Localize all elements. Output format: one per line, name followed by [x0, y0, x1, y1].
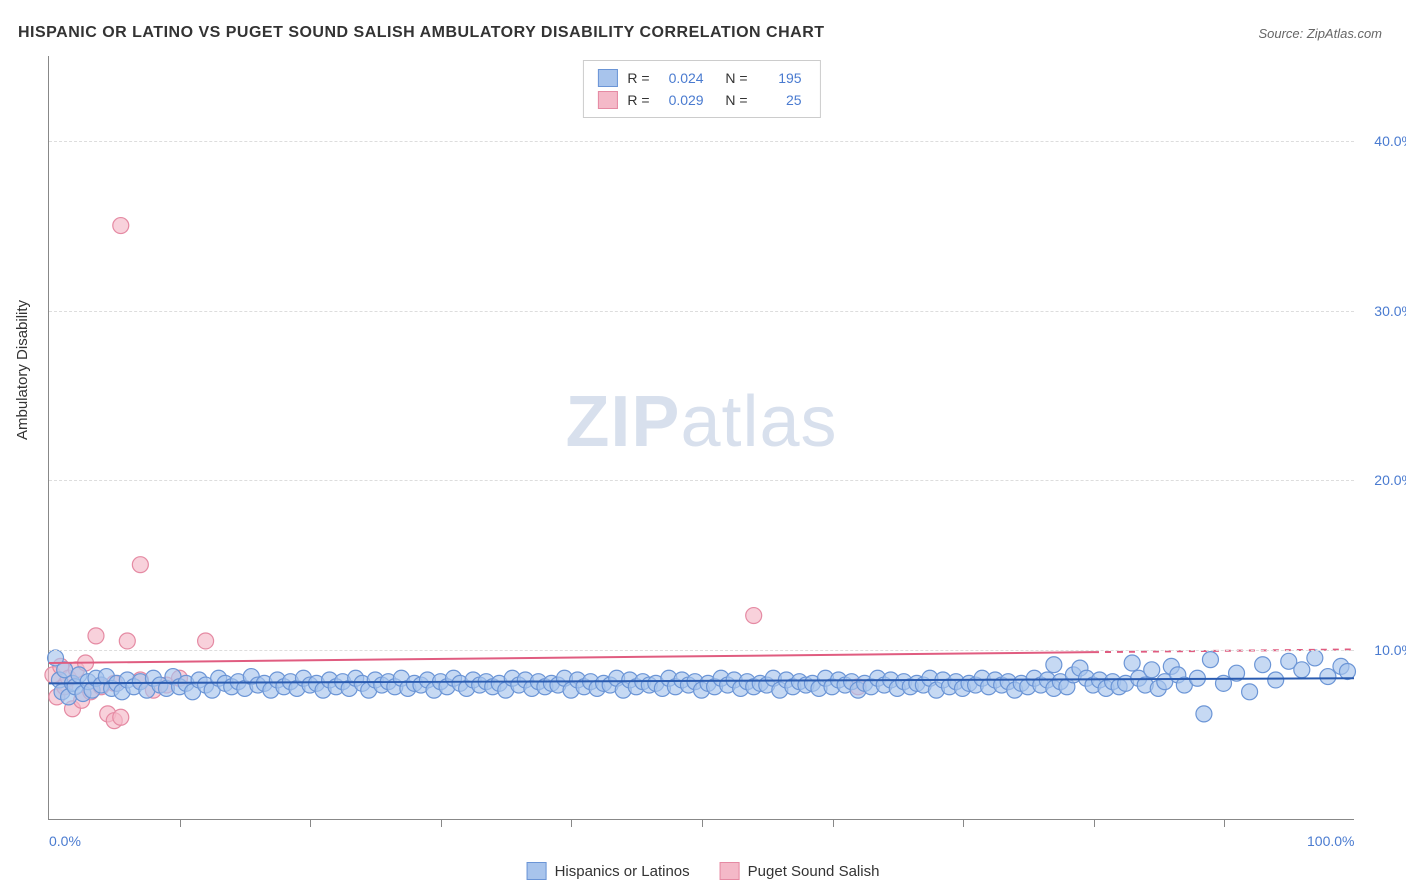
y-tick-label: 40.0%: [1374, 133, 1406, 149]
data-point: [1202, 652, 1218, 668]
source-attribution: Source: ZipAtlas.com: [1258, 26, 1382, 41]
gridline: [49, 141, 1354, 142]
data-point: [1339, 663, 1355, 679]
legend-swatch: [597, 69, 617, 87]
legend-n-label: N =: [718, 67, 748, 89]
data-point: [1294, 662, 1310, 678]
y-tick-label: 10.0%: [1374, 642, 1406, 658]
legend-swatch: [720, 862, 740, 880]
legend-item: Hispanics or Latinos: [527, 862, 690, 880]
legend-row: R = 0.024 N = 195: [597, 67, 805, 89]
legend-r-label: R =: [627, 89, 649, 111]
x-tick: [1224, 819, 1225, 827]
data-point: [1046, 657, 1062, 673]
scatter-svg: [49, 56, 1354, 819]
legend-label: Hispanics or Latinos: [555, 863, 690, 880]
x-tick: [180, 819, 181, 827]
y-axis-label: Ambulatory Disability: [14, 300, 31, 440]
legend-n-value: 25: [762, 89, 802, 111]
data-point: [132, 557, 148, 573]
data-point: [746, 608, 762, 624]
data-point: [1255, 657, 1271, 673]
data-point: [198, 633, 214, 649]
data-point: [1196, 706, 1212, 722]
x-tick: [1094, 819, 1095, 827]
legend-swatch: [597, 91, 617, 109]
legend-r-value: 0.024: [664, 67, 704, 89]
legend-label: Puget Sound Salish: [748, 863, 880, 880]
x-tick: [702, 819, 703, 827]
legend-r-label: R =: [627, 67, 649, 89]
trend-line: [49, 652, 1093, 663]
x-tick: [441, 819, 442, 827]
data-point: [119, 633, 135, 649]
data-point: [113, 709, 129, 725]
gridline: [49, 311, 1354, 312]
y-tick-label: 20.0%: [1374, 472, 1406, 488]
legend-bottom: Hispanics or Latinos Puget Sound Salish: [527, 862, 880, 880]
legend-item: Puget Sound Salish: [720, 862, 880, 880]
legend-n-label: N =: [718, 89, 748, 111]
chart-plot-area: ZIPatlas R =0.024 N =195R =0.029 N =25 1…: [48, 56, 1354, 820]
legend-n-value: 195: [762, 67, 802, 89]
data-point: [1307, 650, 1323, 666]
legend-r-value: 0.029: [664, 89, 704, 111]
x-tick: [310, 819, 311, 827]
legend-row: R = 0.029 N = 25: [597, 89, 805, 111]
x-tick-label: 0.0%: [49, 833, 81, 849]
gridline: [49, 480, 1354, 481]
data-point: [88, 628, 104, 644]
legend-swatch: [527, 862, 547, 880]
x-tick-label: 100.0%: [1307, 833, 1354, 849]
data-point: [1320, 669, 1336, 685]
legend-correlation-box: R = 0.024 N = 195 R = 0.029 N = 25: [582, 60, 820, 118]
chart-title: HISPANIC OR LATINO VS PUGET SOUND SALISH…: [18, 24, 825, 42]
data-point: [1144, 662, 1160, 678]
data-point: [113, 218, 129, 234]
gridline: [49, 650, 1354, 651]
data-point: [1124, 655, 1140, 671]
y-tick-label: 30.0%: [1374, 303, 1406, 319]
x-tick: [963, 819, 964, 827]
x-tick: [833, 819, 834, 827]
x-tick: [571, 819, 572, 827]
data-point: [1242, 684, 1258, 700]
data-point: [1268, 672, 1284, 688]
